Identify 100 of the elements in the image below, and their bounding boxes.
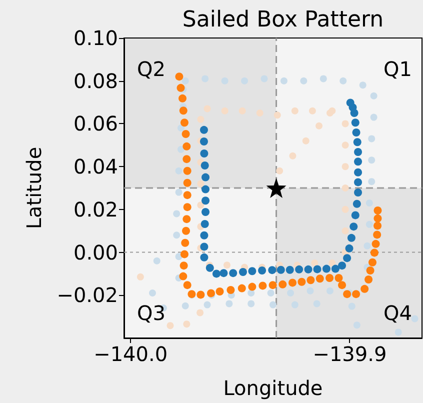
- point: [248, 300, 255, 308]
- point: [276, 266, 285, 274]
- point: [289, 152, 296, 160]
- point: [200, 242, 208, 251]
- point: [374, 222, 382, 230]
- point: [183, 166, 192, 175]
- point: [204, 105, 211, 112]
- point: [304, 265, 312, 274]
- point: [320, 75, 327, 82]
- point: [182, 142, 191, 150]
- point: [374, 206, 382, 214]
- point: [366, 220, 373, 228]
- point: [368, 135, 376, 142]
- x-axis-title: Longitude: [223, 376, 323, 400]
- point: [238, 107, 246, 114]
- point: [241, 77, 248, 84]
- point: [179, 106, 188, 115]
- point: [334, 274, 343, 282]
- point: [366, 266, 374, 274]
- point: [200, 162, 209, 170]
- point: [342, 206, 349, 213]
- point: [354, 158, 362, 166]
- point: [354, 188, 362, 196]
- point: [204, 301, 211, 308]
- point: [202, 196, 210, 205]
- point: [364, 242, 371, 250]
- point: [223, 262, 230, 269]
- point: [221, 77, 228, 84]
- point: [202, 75, 209, 82]
- point: [148, 290, 156, 296]
- point: [352, 200, 361, 208]
- point: [238, 268, 247, 276]
- point: [200, 138, 208, 146]
- point: [291, 107, 298, 114]
- point: [180, 118, 188, 127]
- point: [306, 287, 314, 294]
- point: [220, 269, 228, 278]
- annotation: Q3: [137, 301, 166, 325]
- point: [248, 267, 256, 276]
- point: [288, 278, 296, 287]
- point: [226, 286, 235, 294]
- point: [274, 112, 281, 119]
- point: [351, 118, 360, 127]
- y-tick-label: 0.08: [73, 68, 118, 93]
- point: [180, 262, 188, 270]
- point: [226, 300, 233, 308]
- point: [175, 188, 182, 196]
- point: [316, 122, 323, 130]
- annotation: Q4: [384, 301, 412, 325]
- point: [368, 178, 376, 186]
- y-axis-title: Latitude: [22, 146, 46, 230]
- point: [256, 110, 264, 116]
- point: [267, 290, 274, 296]
- point: [354, 148, 362, 156]
- point: [182, 155, 191, 164]
- point: [342, 163, 349, 170]
- point: [266, 178, 286, 198]
- point: [353, 322, 360, 329]
- point: [351, 211, 360, 220]
- point: [212, 270, 220, 278]
- point: [278, 280, 287, 288]
- point: [374, 214, 382, 222]
- point: [175, 72, 184, 81]
- point: [322, 264, 330, 273]
- point: [202, 185, 210, 194]
- point: [331, 264, 340, 273]
- point: [173, 232, 180, 239]
- point: [326, 274, 334, 282]
- point: [306, 276, 315, 284]
- point: [342, 120, 349, 128]
- point: [221, 107, 228, 114]
- point: [411, 315, 418, 322]
- point: [180, 250, 188, 258]
- point: [394, 328, 402, 336]
- point: [372, 240, 380, 248]
- point: [200, 126, 208, 134]
- point: [197, 202, 204, 209]
- point: [338, 262, 346, 270]
- point: [359, 82, 366, 89]
- point: [370, 114, 378, 121]
- point: [206, 264, 214, 272]
- point: [200, 150, 208, 158]
- point: [268, 281, 277, 290]
- point: [216, 288, 224, 296]
- y-tick-label: 0.02: [73, 197, 118, 222]
- point: [354, 168, 362, 176]
- point: [229, 269, 238, 278]
- point: [182, 77, 189, 84]
- point: [352, 128, 360, 136]
- point: [353, 138, 362, 146]
- x-tick-label: −140.0: [94, 342, 168, 366]
- point: [342, 184, 349, 192]
- point: [260, 75, 268, 82]
- point: [286, 266, 294, 274]
- point: [177, 124, 184, 132]
- point: [183, 203, 192, 212]
- y-tick-label: 0.06: [73, 112, 118, 136]
- point: [270, 301, 276, 308]
- point: [200, 220, 209, 228]
- point: [370, 92, 378, 100]
